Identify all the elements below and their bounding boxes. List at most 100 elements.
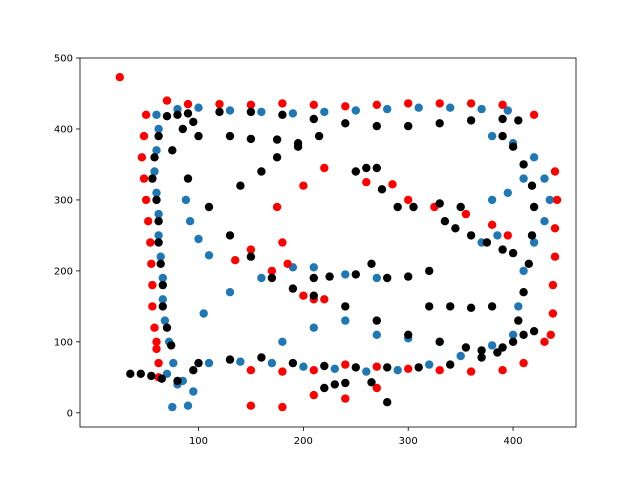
series-2-point-35 [435, 337, 444, 346]
series-2-point-92 [440, 217, 450, 226]
series-1-point-37 [466, 367, 476, 376]
series-0-point-22 [160, 316, 170, 325]
series-2-point-61 [529, 327, 539, 336]
series-1-point-35 [519, 358, 528, 368]
series-1-point-45 [246, 401, 256, 410]
series-2-point-41 [189, 117, 198, 127]
series-1-point-61 [404, 195, 413, 205]
series-2-point-72 [136, 369, 145, 378]
series-0-point-6 [320, 107, 329, 117]
series-0-point-28 [257, 273, 266, 283]
series-2-point-75 [173, 376, 182, 386]
series-0-point-2 [194, 103, 203, 112]
series-2-point-70 [498, 131, 507, 141]
series-2-point-11 [498, 114, 507, 124]
y-axis-ticks: 0 100 200 300 400 500 [54, 54, 80, 419]
series-2-point-105 [487, 302, 497, 311]
series-2-point-27 [225, 231, 235, 240]
series-2-point-90 [435, 199, 444, 208]
series-1-point-53 [299, 181, 308, 190]
series-2-point-10 [466, 116, 476, 125]
series-1-point-21 [147, 259, 156, 268]
series-2-point-20 [158, 280, 167, 290]
series-0-point-36 [299, 362, 308, 371]
series-2-point-93 [451, 224, 460, 233]
series-1-point-46 [278, 402, 287, 412]
series-2-point-95 [482, 238, 492, 247]
series-2-point-50 [257, 353, 266, 362]
series-0-point-14 [152, 146, 161, 155]
series-1-point-29 [550, 224, 560, 233]
series-1-point-4 [246, 100, 256, 110]
series-2-point-38 [493, 348, 502, 357]
series-2-point-107 [341, 378, 350, 388]
series-2-point-69 [508, 142, 518, 151]
series-2-point-82 [404, 272, 413, 281]
series-1-point-28 [552, 195, 562, 205]
series-2-point-103 [446, 302, 455, 311]
series-2-point-26 [204, 202, 214, 212]
x-axis-ticks: 100 200 300 400 [189, 427, 523, 447]
series-1-point-23 [148, 302, 157, 311]
series-1-point-40 [372, 362, 381, 371]
x-tick-label-0: 100 [189, 436, 208, 447]
series-0-point-64 [503, 188, 512, 197]
series-2-point-40 [178, 124, 187, 134]
series-2-point-51 [288, 358, 298, 368]
series-2-point-44 [257, 167, 266, 176]
series-2-point-84 [351, 167, 360, 176]
series-2-point-31 [309, 291, 318, 300]
series-2-point-15 [148, 174, 157, 183]
series-2-point-43 [236, 181, 245, 190]
series-2-point-64 [524, 259, 533, 268]
series-2-point-30 [288, 284, 298, 293]
series-1-point-18 [141, 195, 151, 205]
series-0-point-21 [158, 295, 167, 304]
series-1-point-44 [246, 366, 256, 375]
series-2-point-62 [514, 316, 523, 325]
series-1-point-34 [540, 337, 549, 346]
series-1-point-67 [283, 259, 292, 268]
series-2-point-102 [425, 302, 434, 311]
series-0-point-7 [351, 106, 360, 115]
series-1-point-49 [372, 383, 381, 393]
series-2-point-86 [372, 163, 381, 173]
series-1-point-50 [231, 256, 240, 265]
series-2-point-47 [314, 131, 324, 141]
series-2-point-3 [246, 107, 256, 117]
series-1-point-22 [148, 280, 157, 290]
series-0-point-37 [330, 364, 339, 373]
series-1-point-27 [550, 167, 560, 176]
series-0-point-65 [519, 174, 528, 183]
series-0-point-56 [204, 251, 214, 260]
series-2-point-8 [404, 121, 413, 131]
series-1-point-65 [503, 231, 512, 240]
series-0-point-27 [225, 288, 235, 297]
series-2-point-66 [529, 202, 539, 212]
series-1-point-20 [146, 238, 155, 247]
series-1-point-68 [152, 337, 161, 346]
series-1-point-8 [372, 100, 381, 110]
series-0-point-42 [487, 341, 497, 350]
series-2-point-63 [519, 288, 528, 297]
series-1-point-55 [278, 238, 287, 247]
series-0-point-9 [414, 103, 423, 112]
y-tick-label-4: 400 [54, 124, 73, 135]
series-2-point-4 [278, 110, 287, 120]
series-2-point-13 [154, 131, 163, 141]
series-2-point-48 [194, 358, 203, 368]
series-0-point-10 [446, 103, 455, 112]
series-0-point-55 [194, 234, 203, 244]
series-1-point-13 [529, 110, 539, 120]
series-0-point-58 [309, 323, 318, 332]
series-2-point-101 [293, 139, 303, 148]
series-0-point-33 [204, 358, 214, 368]
series-0-point-54 [185, 217, 195, 226]
series-0-point-48 [545, 195, 554, 205]
series-2-point-98 [225, 131, 235, 141]
series-1-point-19 [144, 217, 153, 226]
series-1-point-3 [215, 99, 224, 109]
y-tick-label-5: 500 [54, 54, 73, 65]
series-2-point-5 [309, 114, 318, 124]
series-2-point-45 [272, 153, 282, 162]
